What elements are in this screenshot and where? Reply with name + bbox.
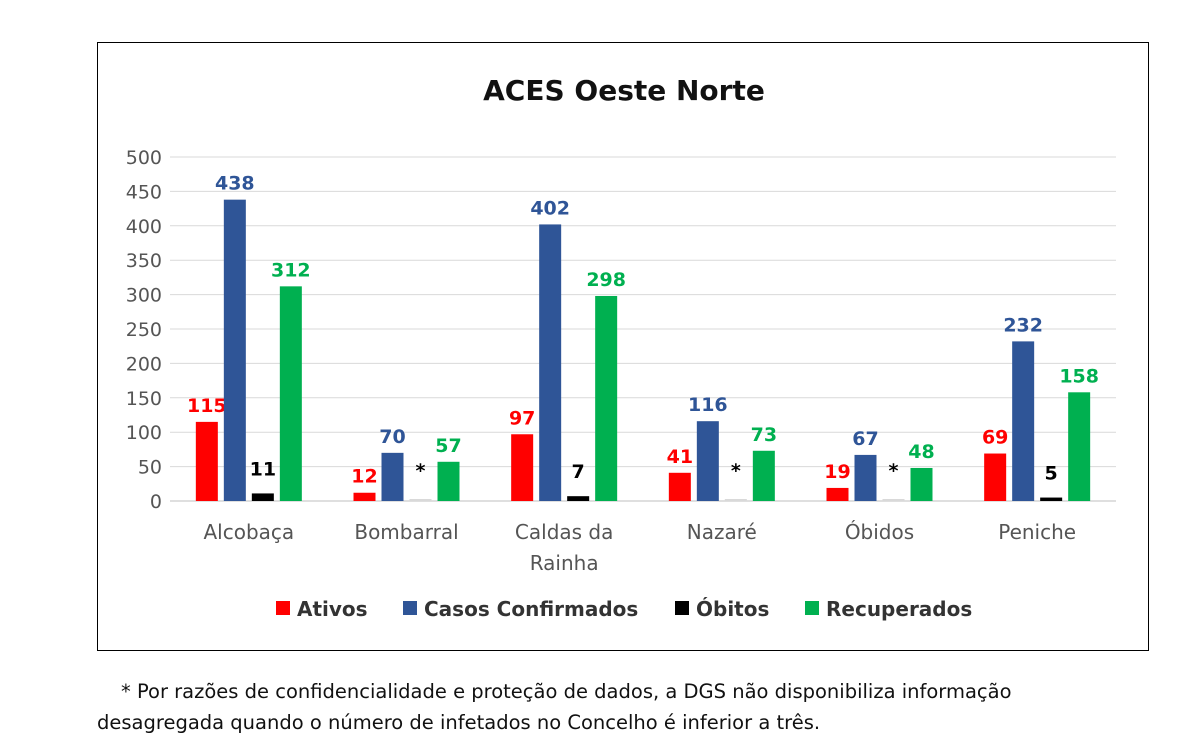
bar xyxy=(223,199,246,501)
bar xyxy=(279,286,302,501)
bar xyxy=(910,467,933,501)
bar xyxy=(752,450,775,501)
bar xyxy=(381,452,404,501)
legend-swatch xyxy=(675,601,689,615)
bar xyxy=(1068,392,1091,501)
data-label: 232 xyxy=(1003,314,1043,336)
data-label: 11 xyxy=(250,458,276,480)
data-label: 438 xyxy=(215,173,255,195)
bar xyxy=(251,493,274,501)
category-label: Alcobaça xyxy=(203,520,294,544)
data-label: 41 xyxy=(667,446,693,468)
bar xyxy=(409,499,432,501)
bar xyxy=(353,492,376,501)
data-label: 70 xyxy=(379,426,405,448)
category-label: Peniche xyxy=(998,520,1076,544)
data-label: 69 xyxy=(982,427,1008,449)
bar xyxy=(437,461,460,501)
legend-swatch xyxy=(403,601,417,615)
data-label: 57 xyxy=(435,435,461,457)
category-label: Bombarral xyxy=(354,520,458,544)
bar xyxy=(882,499,905,501)
y-tick-label: 0 xyxy=(150,491,162,513)
category-label: Caldas da xyxy=(515,520,613,544)
data-label: 116 xyxy=(688,394,728,416)
legend-label: Recuperados xyxy=(826,597,972,621)
bar xyxy=(195,421,218,501)
legend-label: Óbitos xyxy=(696,597,769,621)
bar xyxy=(854,454,877,501)
legend-swatch xyxy=(805,601,819,615)
bar xyxy=(567,496,590,501)
data-label: * xyxy=(731,460,741,482)
footnote-line-1: * Por razões de confidencialidade e prot… xyxy=(121,680,1012,703)
bar xyxy=(1040,497,1063,501)
y-tick-label: 400 xyxy=(126,216,162,238)
data-label: 67 xyxy=(852,428,878,450)
bar xyxy=(984,453,1007,501)
data-label: 97 xyxy=(509,407,535,429)
bar xyxy=(539,224,562,501)
category-label: Rainha xyxy=(530,551,599,575)
footnote: * Por razões de confidencialidade e prot… xyxy=(97,676,1177,738)
y-tick-label: 450 xyxy=(126,181,162,203)
bar xyxy=(668,472,691,501)
y-tick-label: 300 xyxy=(126,285,162,307)
data-label: 7 xyxy=(572,461,585,483)
y-tick-label: 250 xyxy=(126,319,162,341)
bar-chart: ACES Oeste Norte 0 50 100 150 200 250 300 350 40… xyxy=(126,74,1116,621)
y-tick-label: 500 xyxy=(126,147,162,169)
data-label: 158 xyxy=(1059,365,1099,387)
data-label: 48 xyxy=(908,441,934,463)
category-label: Óbidos xyxy=(845,520,914,544)
y-tick-label: 50 xyxy=(138,457,162,479)
bar xyxy=(826,487,849,501)
data-label: 5 xyxy=(1045,463,1058,485)
footnote-line-2: desagregada quando o número de infetados… xyxy=(97,711,821,734)
chart-title: ACES Oeste Norte xyxy=(483,74,765,107)
data-label: * xyxy=(889,460,899,482)
data-label: 115 xyxy=(187,395,227,417)
data-label: * xyxy=(416,460,426,482)
legend-swatch xyxy=(276,601,290,615)
data-label: 312 xyxy=(271,259,311,281)
bar xyxy=(511,434,534,501)
y-tick-label: 350 xyxy=(126,250,162,272)
y-tick-label: 150 xyxy=(126,388,162,410)
data-label: 19 xyxy=(824,461,850,483)
y-tick-label: 200 xyxy=(126,353,162,375)
bar xyxy=(1012,341,1035,501)
data-label: 402 xyxy=(530,197,570,219)
category-label: Nazaré xyxy=(687,520,757,544)
legend-label: Ativos xyxy=(297,597,368,621)
data-label: 12 xyxy=(351,466,377,488)
legend-label: Casos Confirmados xyxy=(424,597,638,621)
bar xyxy=(696,421,719,501)
chart-container: ACES Oeste Norte 0 50 100 150 200 250 300 350 40… xyxy=(97,42,1149,651)
data-label: 298 xyxy=(586,269,626,291)
data-label: 73 xyxy=(751,424,777,446)
y-tick-label: 100 xyxy=(126,422,162,444)
bar xyxy=(595,295,618,501)
bar xyxy=(724,499,747,501)
